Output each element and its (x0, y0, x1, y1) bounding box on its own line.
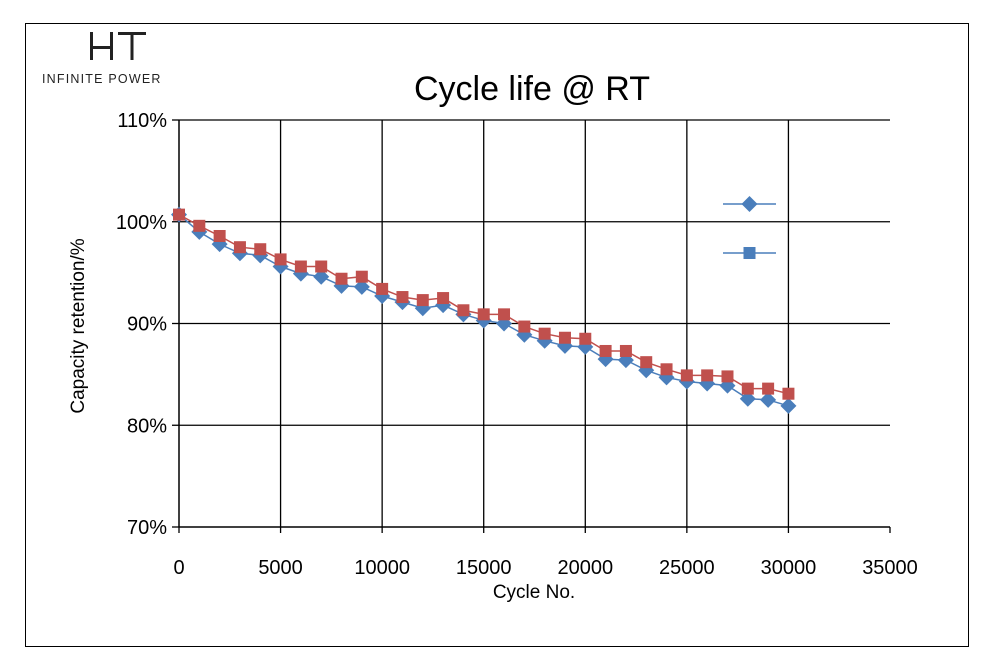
data-point (538, 327, 551, 340)
data-point (376, 282, 389, 295)
legend-marker (741, 196, 758, 212)
data-point (313, 268, 330, 285)
series-2 (173, 208, 795, 400)
axes: 70% 80% 90% 100% 110% 0 5000 10000 15000 20000 250… (116, 110, 918, 579)
logo-tagline: INFINITE POWER (42, 72, 162, 86)
chart-title: Cycle life @ RT (414, 70, 650, 108)
grid (179, 119, 890, 527)
y-tick-label: 110% (117, 110, 167, 132)
data-point (477, 308, 490, 321)
x-tick-label: 30000 (761, 557, 817, 579)
series (171, 206, 797, 414)
y-tick-label: 70% (127, 517, 167, 539)
x-tick-label: 20000 (557, 557, 613, 579)
ht-logo-icon (90, 32, 146, 60)
data-point (782, 387, 795, 400)
x-axis-label: Cycle No. (493, 582, 575, 603)
data-point (233, 241, 246, 254)
x-tick-label: 35000 (862, 557, 918, 579)
data-point (173, 208, 185, 221)
y-tick-label: 90% (127, 314, 167, 336)
data-point (213, 229, 226, 242)
data-point (619, 344, 632, 357)
data-point (457, 304, 470, 317)
data-point (498, 308, 511, 321)
x-tick-label: 0 (173, 557, 184, 579)
data-point (762, 382, 775, 395)
data-point (274, 253, 287, 266)
chart-frame (25, 23, 969, 647)
data-point (739, 390, 756, 407)
data-point (579, 332, 592, 345)
data-point (396, 291, 409, 304)
x-tick-label: 25000 (659, 557, 715, 579)
data-point (701, 369, 714, 382)
data-point (315, 260, 328, 273)
data-point (780, 397, 797, 414)
data-point (437, 292, 450, 305)
data-point (518, 320, 531, 333)
data-point (741, 382, 754, 395)
data-point (416, 294, 429, 307)
data-point (294, 260, 307, 273)
data-point (721, 370, 734, 383)
data-point (335, 272, 348, 285)
data-point (254, 243, 267, 256)
x-tick-label: 10000 (354, 557, 410, 579)
data-point (193, 219, 206, 232)
legend-marker (743, 247, 756, 259)
data-point (640, 356, 653, 369)
y-tick-label: 80% (127, 415, 167, 437)
data-point (760, 391, 777, 408)
y-tick-label: 100% (116, 212, 167, 234)
data-point (355, 270, 368, 283)
data-point (353, 278, 370, 295)
y-axis-label: Capacity retention/% (68, 238, 89, 413)
data-point (680, 369, 693, 382)
data-point (660, 363, 673, 376)
data-point (558, 331, 571, 344)
x-tick-label: 15000 (456, 557, 512, 579)
data-point (599, 344, 612, 357)
legend (723, 196, 776, 259)
x-tick-label: 5000 (258, 557, 303, 579)
